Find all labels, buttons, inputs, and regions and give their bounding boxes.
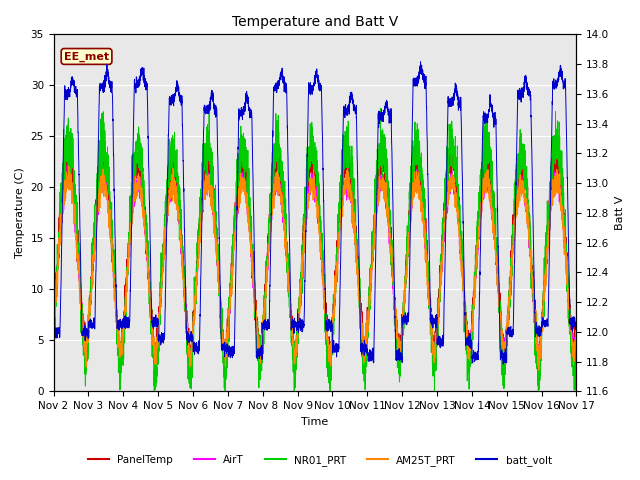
PanelTemp bbox=[573, 327, 580, 333]
AM25T_PRT bbox=[462, 330, 470, 336]
batt_volt bbox=[417, 59, 424, 65]
AM25T_PRT bbox=[65, 163, 72, 169]
AM25T_PRT bbox=[573, 331, 580, 337]
batt_volt bbox=[499, 361, 507, 367]
NR01_PRT bbox=[50, 329, 58, 335]
AirT bbox=[63, 163, 71, 168]
AM25T_PRT bbox=[144, 261, 152, 266]
AM25T_PRT bbox=[50, 305, 58, 311]
AM25T_PRT bbox=[572, 335, 580, 340]
PanelTemp bbox=[449, 137, 456, 143]
NR01_PRT bbox=[296, 292, 303, 298]
AM25T_PRT bbox=[296, 294, 303, 300]
batt_volt bbox=[403, 319, 411, 325]
PanelTemp bbox=[50, 329, 58, 335]
NR01_PRT bbox=[143, 228, 151, 234]
batt_volt bbox=[295, 324, 303, 330]
Text: EE_met: EE_met bbox=[64, 51, 109, 61]
AirT bbox=[50, 331, 58, 337]
PanelTemp bbox=[403, 244, 411, 250]
PanelTemp bbox=[432, 340, 440, 346]
AirT bbox=[432, 334, 440, 340]
batt_volt bbox=[573, 342, 580, 348]
NR01_PRT bbox=[403, 223, 411, 228]
AirT bbox=[573, 324, 580, 329]
batt_volt bbox=[572, 321, 580, 326]
batt_volt bbox=[432, 315, 440, 321]
Line: batt_volt: batt_volt bbox=[54, 62, 577, 364]
Title: Temperature and Batt V: Temperature and Batt V bbox=[232, 15, 398, 29]
Line: NR01_PRT: NR01_PRT bbox=[54, 106, 577, 391]
PanelTemp bbox=[296, 297, 303, 303]
batt_volt bbox=[50, 331, 58, 337]
AirT bbox=[572, 323, 580, 329]
NR01_PRT bbox=[462, 320, 470, 326]
NR01_PRT bbox=[573, 322, 580, 328]
X-axis label: Time: Time bbox=[301, 417, 328, 427]
batt_volt bbox=[462, 336, 470, 342]
Legend: PanelTemp, AirT, NR01_PRT, AM25T_PRT, batt_volt: PanelTemp, AirT, NR01_PRT, AM25T_PRT, ba… bbox=[84, 451, 556, 470]
Y-axis label: Temperature (C): Temperature (C) bbox=[15, 168, 25, 258]
AirT bbox=[462, 324, 470, 330]
Line: PanelTemp: PanelTemp bbox=[54, 140, 577, 376]
AirT bbox=[403, 254, 411, 260]
NR01_PRT bbox=[205, 103, 213, 109]
PanelTemp bbox=[255, 373, 262, 379]
AM25T_PRT bbox=[535, 368, 543, 373]
Line: AM25T_PRT: AM25T_PRT bbox=[54, 166, 577, 371]
batt_volt bbox=[143, 96, 151, 102]
Line: AirT: AirT bbox=[54, 166, 577, 371]
AM25T_PRT bbox=[432, 337, 440, 343]
Y-axis label: Batt V: Batt V bbox=[615, 196, 625, 230]
PanelTemp bbox=[462, 309, 470, 315]
PanelTemp bbox=[143, 263, 151, 269]
AirT bbox=[431, 368, 438, 373]
AirT bbox=[296, 298, 303, 304]
NR01_PRT bbox=[432, 355, 440, 361]
NR01_PRT bbox=[221, 388, 229, 394]
PanelTemp bbox=[572, 341, 580, 347]
NR01_PRT bbox=[572, 359, 580, 365]
AirT bbox=[144, 267, 152, 273]
AM25T_PRT bbox=[403, 260, 411, 266]
